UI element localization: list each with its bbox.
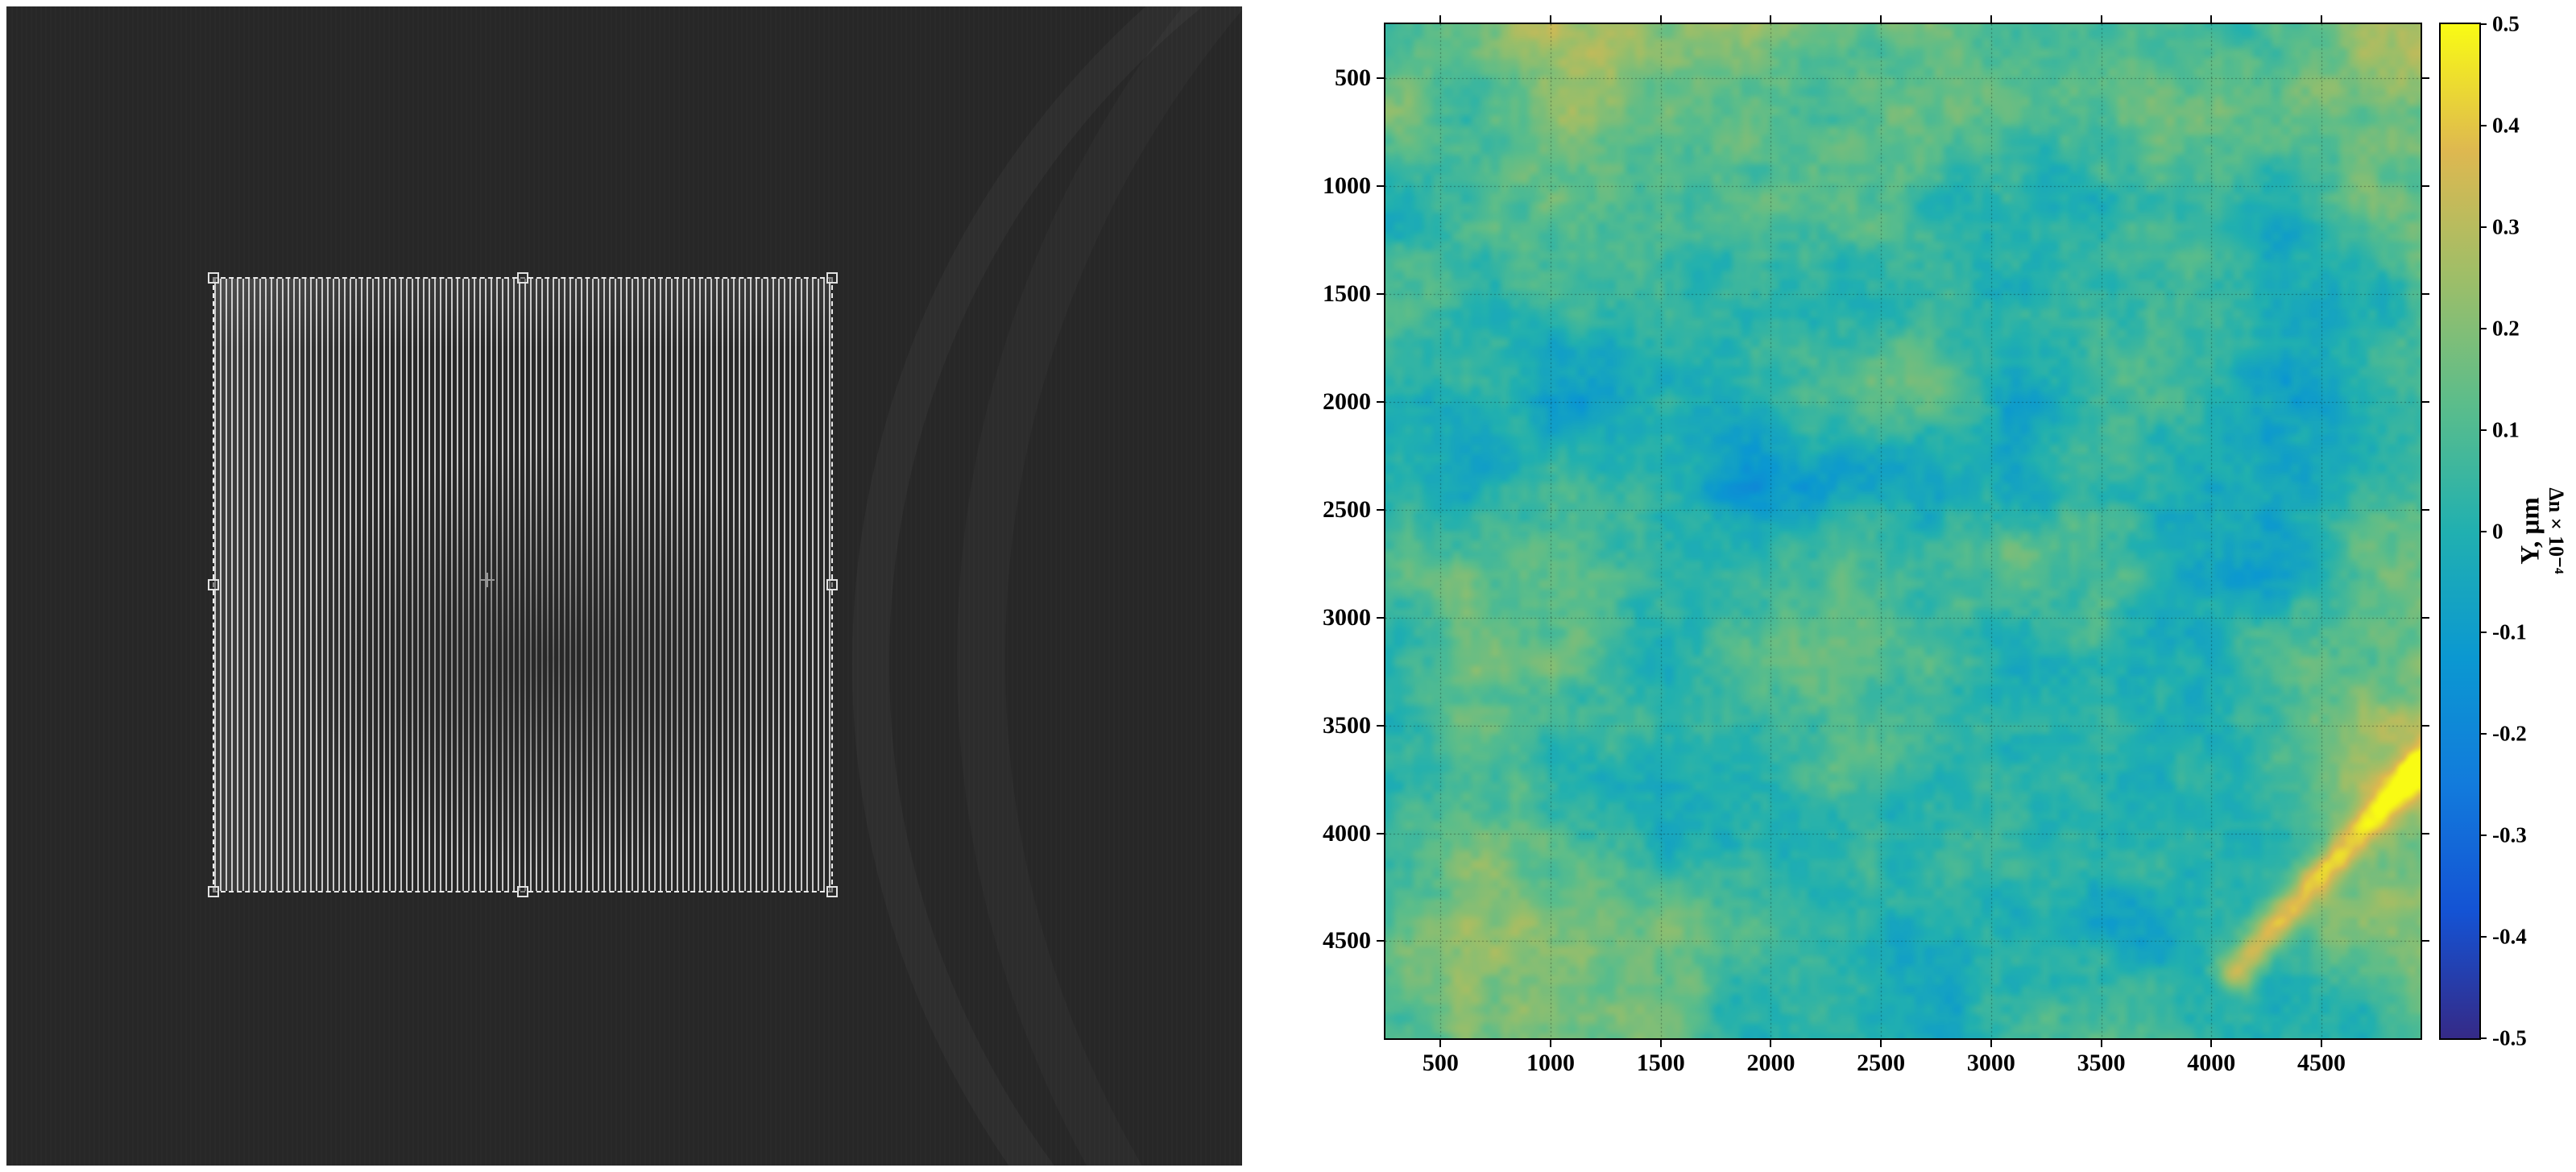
- colorbar-gradient: [2441, 24, 2479, 1038]
- roi-handle-bottom[interactable]: [517, 886, 528, 897]
- roi-center-marker: [480, 573, 495, 587]
- interference-ring-inner: [852, 6, 1242, 1166]
- roi-selection-box[interactable]: [208, 272, 838, 897]
- colorbar-label: Δn×10⁻⁴: [2545, 487, 2568, 574]
- roi-handle-bottom-left[interactable]: [208, 886, 219, 897]
- colorbar: [2439, 23, 2481, 1040]
- heatmap-plot-area: [1384, 23, 2422, 1040]
- y-axis-label: Y, μm: [2516, 497, 2545, 565]
- roi-handle-top-left[interactable]: [208, 272, 219, 284]
- roi-handle-right[interactable]: [826, 579, 838, 590]
- roi-handle-top-right[interactable]: [826, 272, 838, 284]
- fringe-pattern: [214, 279, 831, 891]
- interferogram-image-panel: [6, 6, 1242, 1166]
- roi-handle-left[interactable]: [208, 579, 219, 590]
- heatmap-canvas: [1385, 24, 2421, 1038]
- roi-handle-top[interactable]: [517, 272, 528, 284]
- roi-handle-bottom-right[interactable]: [826, 886, 838, 897]
